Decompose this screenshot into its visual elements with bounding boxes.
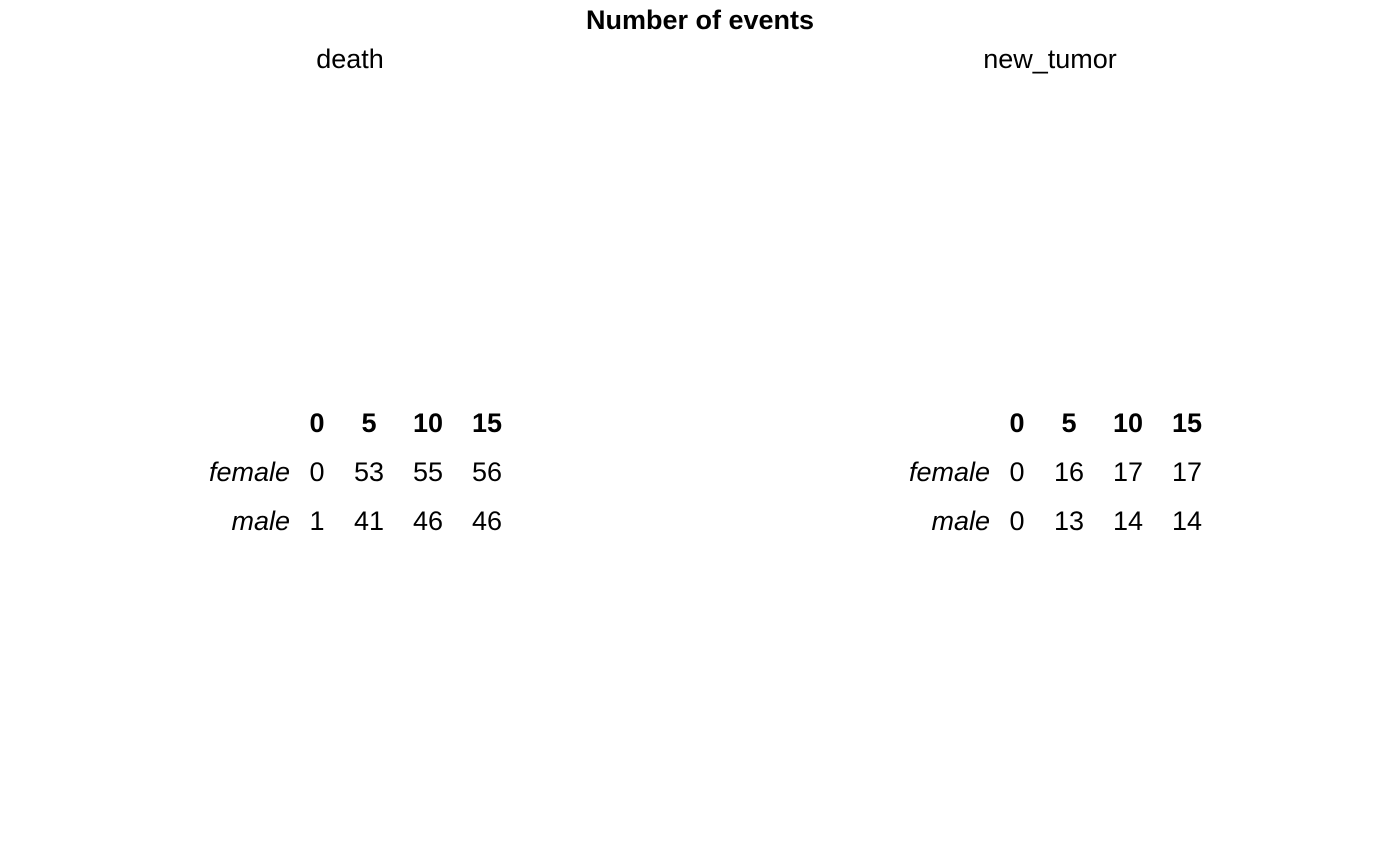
death-male-value-5: 41 bbox=[353, 506, 385, 536]
panel-title-new-tumor: new_tumor bbox=[983, 44, 1117, 74]
new-tumor-col-header-5: 5 bbox=[1061, 408, 1077, 438]
new-tumor-male-value-15: 14 bbox=[1171, 506, 1203, 536]
death-col-header-5: 5 bbox=[361, 408, 377, 438]
death-col-header-0: 0 bbox=[309, 408, 325, 438]
chart-title: Number of events bbox=[585, 5, 815, 35]
new-tumor-female-value-0: 0 bbox=[1009, 457, 1025, 487]
new-tumor-female-value-5: 16 bbox=[1053, 457, 1085, 487]
new-tumor-female-value-15: 17 bbox=[1171, 457, 1203, 487]
new-tumor-male-value-0: 0 bbox=[1009, 506, 1025, 536]
new-tumor-col-header-15: 15 bbox=[1171, 408, 1203, 438]
death-row-label-male: male bbox=[231, 506, 290, 536]
events-table-new-tumor: 0 5 10 15 female 0 16 17 17 male 0 13 14 14 bbox=[700, 0, 1400, 865]
panel-death: death 0 5 10 15 female 0 53 55 56 male 1 41 46 46 bbox=[208, 44, 503, 536]
death-female-value-10: 55 bbox=[412, 457, 444, 487]
new-tumor-col-header-0: 0 bbox=[1009, 408, 1025, 438]
new-tumor-male-value-5: 13 bbox=[1053, 506, 1085, 536]
events-table-death: 0 5 10 15 female 0 53 55 56 male 1 41 46 46 bbox=[208, 408, 503, 536]
panel-title-death: death bbox=[316, 44, 384, 74]
death-male-value-0: 1 bbox=[309, 506, 325, 536]
death-female-value-15: 56 bbox=[471, 457, 503, 487]
panel-new-tumor: new_tumor 0 5 10 15 female 0 16 17 17 male 0 13 14 14 bbox=[700, 0, 1400, 865]
new-tumor-row-label-male: male bbox=[931, 506, 990, 536]
new-tumor-row-label-female: female bbox=[908, 457, 990, 487]
death-female-value-0: 0 bbox=[309, 457, 325, 487]
death-female-value-5: 53 bbox=[353, 457, 385, 487]
new-tumor-col-header-10: 10 bbox=[1112, 408, 1144, 438]
new-tumor-female-value-10: 17 bbox=[1112, 457, 1144, 487]
death-col-header-10: 10 bbox=[412, 408, 444, 438]
death-male-value-10: 46 bbox=[412, 506, 444, 536]
new-tumor-male-value-10: 14 bbox=[1112, 506, 1144, 536]
death-male-value-15: 46 bbox=[471, 506, 503, 536]
death-col-header-15: 15 bbox=[471, 408, 503, 438]
death-row-label-female: female bbox=[208, 457, 290, 487]
